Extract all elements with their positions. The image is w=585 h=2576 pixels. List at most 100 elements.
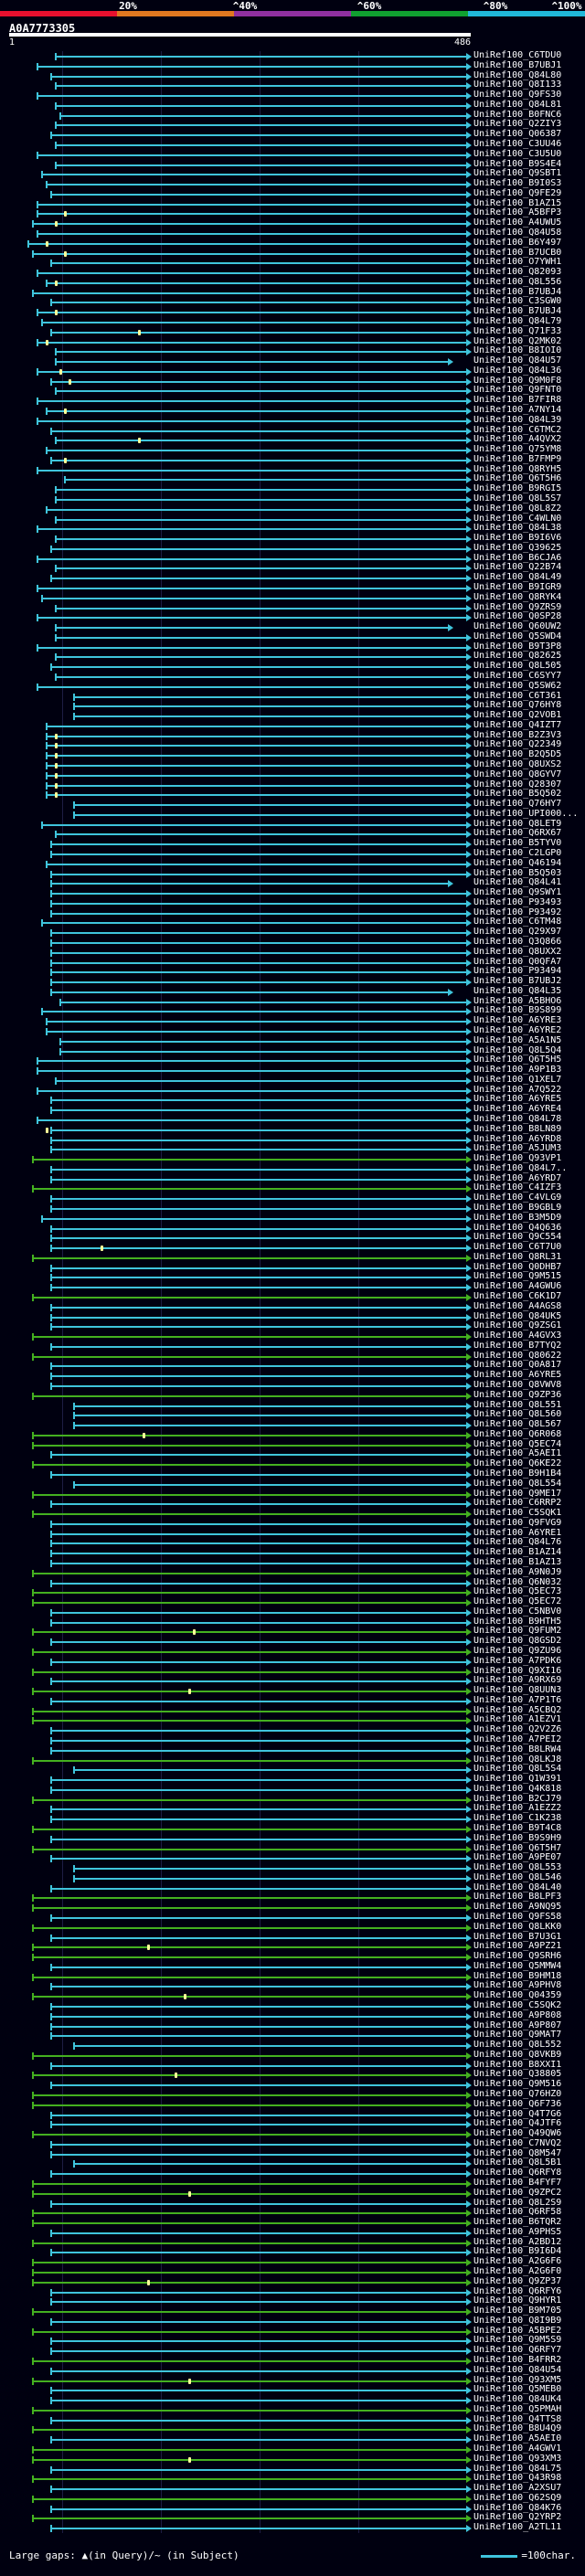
hit-link[interactable]: UniRef100_Q8L553: [473, 1862, 562, 1873]
hit-link[interactable]: UniRef100_B9GBL9: [473, 1203, 562, 1213]
hit-alignment-bar[interactable]: [50, 1474, 468, 1476]
hit-link[interactable]: UniRef100_B5Q502: [473, 789, 562, 800]
hit-alignment-bar[interactable]: [50, 1267, 468, 1269]
hit-alignment-bar[interactable]: [41, 174, 468, 176]
hit-alignment-bar[interactable]: [32, 1336, 468, 1339]
hit-alignment-bar[interactable]: [32, 2074, 468, 2077]
hit-alignment-bar[interactable]: [55, 627, 450, 630]
hit-link[interactable]: UniRef100_B8LN89: [473, 1123, 562, 1134]
hit-alignment-bar[interactable]: [55, 164, 468, 166]
hit-alignment-bar[interactable]: [50, 2153, 468, 2156]
hit-link[interactable]: UniRef100_B7FMP9: [473, 453, 562, 464]
hit-link[interactable]: UniRef100_A9PE07: [473, 1852, 562, 1863]
hit-alignment-bar[interactable]: [55, 390, 468, 393]
hit-link[interactable]: UniRef100_Q84L39: [473, 414, 562, 425]
hit-alignment-bar[interactable]: [46, 508, 468, 511]
hit-alignment-bar[interactable]: [50, 331, 468, 334]
hit-alignment-bar[interactable]: [50, 1641, 468, 1644]
hit-alignment-bar[interactable]: [50, 1345, 468, 1348]
hit-alignment-bar[interactable]: [64, 479, 468, 482]
hit-link[interactable]: UniRef100_Q4T7G6: [473, 2108, 562, 2119]
hit-alignment-bar[interactable]: [50, 1818, 468, 1821]
hit-link[interactable]: UniRef100_Q38805: [473, 2069, 562, 2080]
hit-alignment-bar[interactable]: [37, 1060, 468, 1063]
hit-link[interactable]: UniRef100_Q6T5H6: [473, 473, 562, 484]
hit-alignment-bar[interactable]: [50, 2350, 468, 2353]
hit-alignment-bar[interactable]: [32, 1464, 468, 1467]
hit-alignment-bar[interactable]: [50, 2439, 468, 2442]
hit-link[interactable]: UniRef100_UPI000...: [473, 808, 579, 819]
hit-link[interactable]: UniRef100_Q84L7..: [473, 1162, 568, 1173]
hit-link[interactable]: UniRef100_B9T4C8: [473, 1823, 562, 1833]
hit-alignment-bar[interactable]: [50, 2025, 468, 2028]
hit-alignment-bar[interactable]: [55, 144, 468, 146]
hit-alignment-bar[interactable]: [55, 607, 468, 610]
hit-alignment-bar[interactable]: [32, 1188, 468, 1191]
hit-link[interactable]: UniRef100_C5SQK1: [473, 1508, 562, 1519]
hit-alignment-bar[interactable]: [50, 1749, 468, 1752]
hit-link[interactable]: UniRef100_A9P807: [473, 2019, 562, 2030]
hit-link[interactable]: UniRef100_Q0DHB7: [473, 1261, 562, 1272]
hit-link[interactable]: UniRef100_A6YRE4: [473, 1104, 562, 1115]
hit-alignment-bar[interactable]: [50, 1532, 468, 1535]
hit-alignment-bar[interactable]: [55, 833, 468, 836]
hit-alignment-bar[interactable]: [37, 685, 468, 688]
hit-link[interactable]: UniRef100_A6YRE5: [473, 1370, 562, 1381]
hit-link[interactable]: UniRef100_P93492: [473, 906, 562, 917]
hit-alignment-bar[interactable]: [50, 429, 468, 432]
hit-link[interactable]: UniRef100_B7UBJ4: [473, 286, 562, 297]
hit-alignment-bar[interactable]: [55, 538, 468, 541]
hit-link[interactable]: UniRef100_A6YRE2: [473, 1025, 562, 1035]
hit-link[interactable]: UniRef100_Q9SBT1: [473, 168, 562, 179]
hit-link[interactable]: UniRef100_Q9ZU96: [473, 1646, 562, 1656]
hit-alignment-bar[interactable]: [73, 705, 468, 708]
hit-alignment-bar[interactable]: [50, 2084, 468, 2087]
hit-link[interactable]: UniRef100_Q84U58: [473, 228, 562, 238]
hit-link[interactable]: UniRef100_B9IGR9: [473, 582, 562, 592]
hit-link[interactable]: UniRef100_A4AGS8: [473, 1300, 562, 1311]
hit-alignment-bar[interactable]: [46, 774, 468, 777]
hit-link[interactable]: UniRef100_P93493: [473, 896, 562, 907]
hit-alignment-bar[interactable]: [50, 380, 468, 383]
hit-alignment-bar[interactable]: [32, 2380, 468, 2382]
hit-alignment-bar[interactable]: [37, 528, 468, 531]
hit-link[interactable]: UniRef100_Q8RL31: [473, 1251, 562, 1262]
hit-link[interactable]: UniRef100_B7UBJ4: [473, 306, 562, 317]
hit-link[interactable]: UniRef100_Q1W391: [473, 1774, 562, 1785]
hit-alignment-bar[interactable]: [73, 1405, 468, 1407]
hit-alignment-bar[interactable]: [73, 1425, 468, 1427]
hit-alignment-bar[interactable]: [50, 1178, 468, 1181]
hit-link[interactable]: UniRef100_Q9SRH6: [473, 1951, 562, 1962]
hit-link[interactable]: UniRef100_Q9ME17: [473, 1488, 562, 1499]
hit-alignment-bar[interactable]: [46, 725, 468, 727]
hit-link[interactable]: UniRef100_Q9MAT7: [473, 2030, 562, 2041]
hit-link[interactable]: UniRef100_A2BD12: [473, 2236, 562, 2247]
hit-alignment-bar[interactable]: [32, 1897, 468, 1900]
hit-alignment-bar[interactable]: [37, 557, 468, 560]
hit-alignment-bar[interactable]: [37, 419, 468, 422]
hit-link[interactable]: UniRef100_A2G6F6: [473, 2256, 562, 2267]
hit-alignment-bar[interactable]: [50, 2468, 468, 2471]
hit-link[interactable]: UniRef100_Q8L551: [473, 1399, 562, 1410]
hit-alignment-bar[interactable]: [32, 1926, 468, 1929]
hit-alignment-bar[interactable]: [32, 1946, 468, 1949]
hit-link[interactable]: UniRef100_Q8VWV8: [473, 1380, 562, 1390]
hit-link[interactable]: UniRef100_A6YRE1: [473, 1527, 562, 1538]
hit-link[interactable]: UniRef100_C6T7U0: [473, 1242, 562, 1253]
hit-link[interactable]: UniRef100_Q9M516: [473, 2079, 562, 2090]
hit-link[interactable]: UniRef100_B9M705: [473, 2306, 562, 2316]
hit-link[interactable]: UniRef100_B8LRW4: [473, 1744, 562, 1754]
hit-alignment-bar[interactable]: [50, 1522, 468, 1525]
hit-link[interactable]: UniRef100_C4WLN0: [473, 513, 562, 524]
hit-link[interactable]: UniRef100_A1EZZ2: [473, 1803, 562, 1814]
hit-link[interactable]: UniRef100_Q6RFY6: [473, 2285, 562, 2296]
hit-link[interactable]: UniRef100_A5BHO6: [473, 995, 562, 1006]
hit-link[interactable]: UniRef100_Q80622: [473, 1350, 562, 1361]
hit-alignment-bar[interactable]: [55, 104, 468, 107]
hit-link[interactable]: UniRef100_B1AZ15: [473, 197, 562, 208]
hit-alignment-bar[interactable]: [50, 1563, 468, 1564]
hit-link[interactable]: UniRef100_B8LPF3: [473, 1892, 562, 1903]
hit-link[interactable]: UniRef100_A5AEI1: [473, 1448, 562, 1459]
hit-link[interactable]: UniRef100_Q84L49: [473, 572, 562, 583]
hit-alignment-bar[interactable]: [50, 2400, 468, 2402]
